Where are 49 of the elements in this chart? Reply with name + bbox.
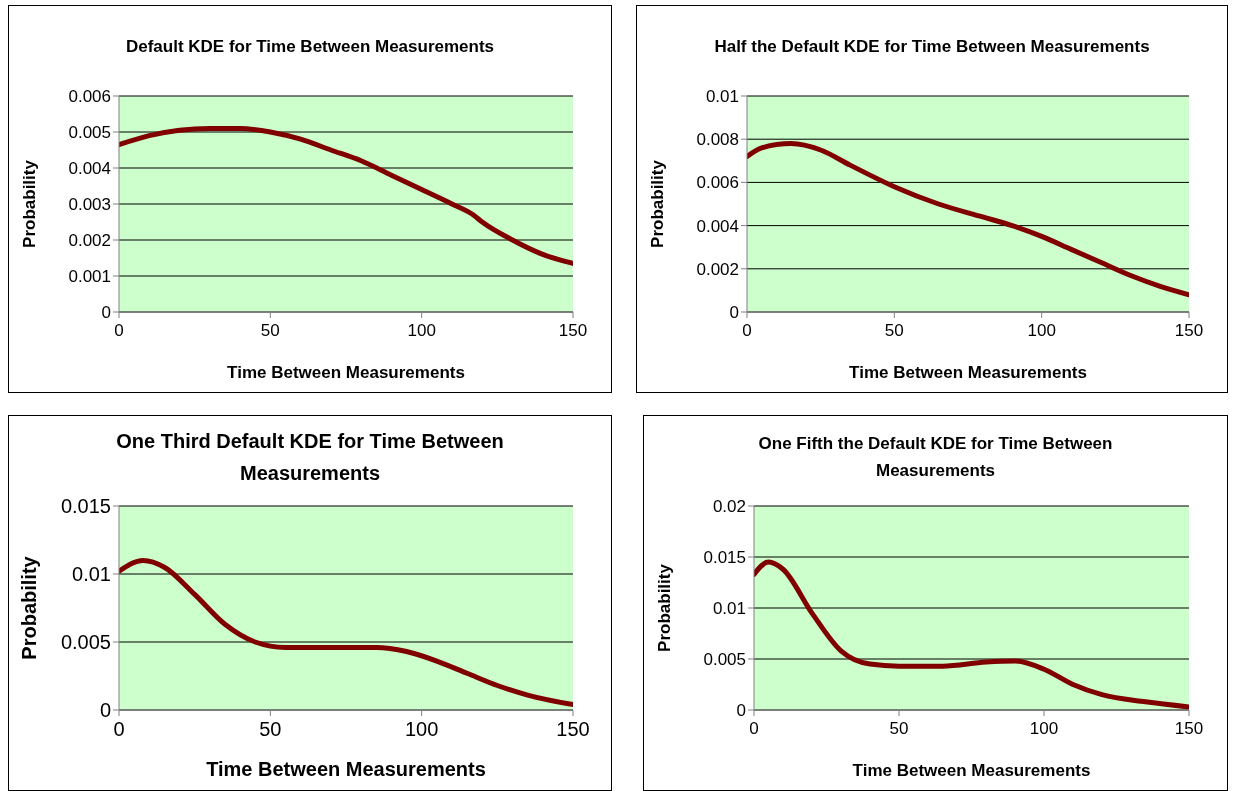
x-tick-label: 50 xyxy=(259,718,282,741)
x-tick-label: 100 xyxy=(1029,719,1059,739)
y-tick-label: 0 xyxy=(99,699,111,722)
y-axis-title: Probability xyxy=(648,159,668,248)
y-tick-label: 0.005 xyxy=(68,123,111,143)
y-tick-label: 0.004 xyxy=(696,216,739,236)
x-tick-label: 0 xyxy=(113,718,125,741)
y-tick-label: 0.005 xyxy=(60,631,111,654)
y-axis-title: Probability xyxy=(20,159,40,248)
chart-title: Default KDE for Time Between Measurements xyxy=(124,36,496,59)
x-tick-label: 50 xyxy=(260,321,280,341)
x-tick-label: 0 xyxy=(749,719,759,739)
y-tick-label: 0.006 xyxy=(696,173,739,193)
x-tick-label: 150 xyxy=(1174,321,1204,341)
x-tick-label: 100 xyxy=(404,718,439,741)
y-tick-label: 0.003 xyxy=(68,195,111,215)
x-axis-title: Time Between Measurements xyxy=(849,363,1087,382)
x-tick-label: 150 xyxy=(558,321,588,341)
x-tick-label: 50 xyxy=(884,321,904,341)
y-tick-label: 0.01 xyxy=(705,87,739,107)
y-tick-label: 0.002 xyxy=(68,231,111,251)
y-tick-label: 0.01 xyxy=(712,599,746,619)
x-axis-title: Time Between Measurements xyxy=(206,758,486,780)
y-tick-label: 0.004 xyxy=(68,159,111,179)
y-tick-label: 0.015 xyxy=(703,548,746,568)
y-tick-label: 0.015 xyxy=(60,495,111,518)
y-tick-label: 0.01 xyxy=(72,563,111,586)
y-tick-label: 0.008 xyxy=(696,130,739,150)
y-axis-title: Probability xyxy=(655,563,675,652)
y-tick-label: 0.002 xyxy=(696,259,739,279)
x-axis-title: Time Between Measurements xyxy=(852,761,1091,780)
chart-title: One Fifth the Default KDE for Time Between Measurements xyxy=(757,432,1114,482)
y-tick-label: 0 xyxy=(101,303,111,323)
chart-title: Half the Default KDE for Time Between Measurements xyxy=(713,36,1151,59)
y-tick-label: 0 xyxy=(729,303,739,323)
x-tick-label: 100 xyxy=(1027,321,1056,341)
x-axis-title: Time Between Measurements xyxy=(227,363,465,382)
x-tick-label: 100 xyxy=(407,321,436,341)
x-tick-label: 0 xyxy=(114,321,124,341)
x-tick-label: 150 xyxy=(556,718,590,741)
y-tick-label: 0.005 xyxy=(703,650,746,670)
chart-title: One Third Default KDE for Time Between Measurements xyxy=(115,429,505,486)
x-tick-label: 50 xyxy=(889,719,909,739)
y-tick-label: 0.001 xyxy=(68,267,111,287)
x-tick-label: 150 xyxy=(1174,719,1204,739)
y-axis-title: Probability xyxy=(18,555,41,660)
y-tick-label: 0.02 xyxy=(712,497,746,517)
y-tick-label: 0 xyxy=(736,701,746,721)
y-tick-label: 0.006 xyxy=(68,87,111,107)
